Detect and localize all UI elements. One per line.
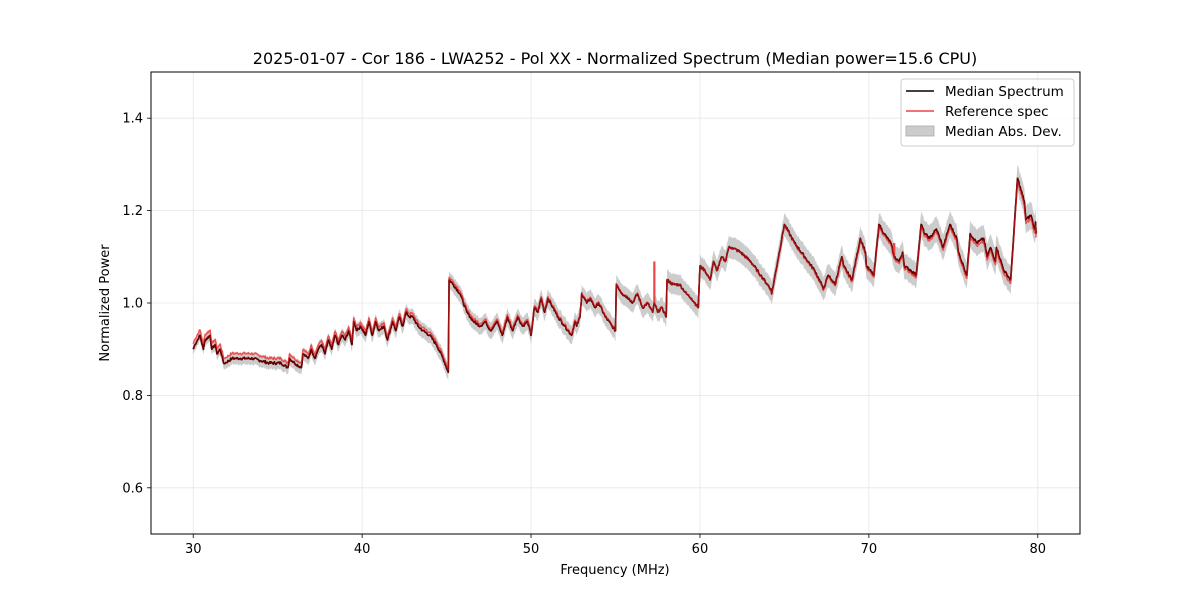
y-tick-label: 1.4 (122, 112, 143, 127)
y-tick-label: 0.6 (122, 481, 143, 496)
overlap-line (192, 177, 1037, 374)
legend-label-reference: Reference spec (945, 104, 1049, 120)
x-tick-label: 80 (1029, 542, 1046, 557)
x-tick-label: 50 (523, 542, 540, 557)
x-axis-ticks: 30 40 50 60 70 80 (185, 534, 1046, 557)
overlap-layer (192, 177, 1037, 374)
mad-band (193, 164, 1037, 381)
legend-label-median: Median Spectrum (945, 84, 1064, 100)
x-tick-label: 70 (861, 542, 878, 557)
x-tick-label: 30 (185, 542, 202, 557)
y-axis-label: Normalized Power (98, 244, 113, 362)
mad-band-layer (193, 164, 1037, 381)
legend: Median Spectrum Reference spec Median Ab… (900, 78, 1075, 147)
chart-title: 2025-01-07 - Cor 186 - LWA252 - Pol XX -… (253, 49, 977, 68)
y-tick-label: 1.0 (122, 297, 143, 312)
legend-swatch-mad (905, 125, 935, 137)
x-tick-label: 60 (692, 542, 709, 557)
y-axis-ticks: 0.6 0.8 1.0 1.2 1.4 (122, 112, 151, 496)
y-tick-label: 0.8 (122, 389, 143, 404)
y-tick-label: 1.2 (122, 204, 143, 219)
x-tick-label: 40 (354, 542, 371, 557)
legend-box (900, 78, 1075, 147)
legend-label-mad: Median Abs. Dev. (945, 124, 1062, 140)
x-axis-label: Frequency (MHz) (560, 563, 669, 578)
